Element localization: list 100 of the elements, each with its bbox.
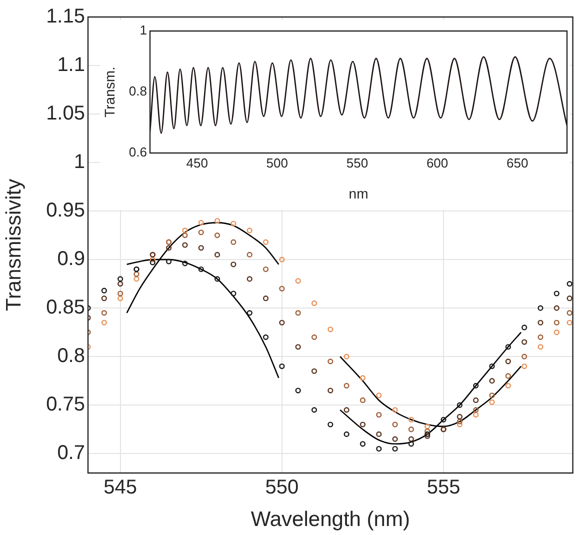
point (392, 407, 398, 413)
point (311, 334, 318, 340)
point (311, 368, 318, 374)
x-tick-label: 550 (346, 155, 368, 170)
point (538, 334, 544, 340)
point (246, 252, 252, 258)
x-axis-title: Wavelength (nm) (250, 508, 410, 532)
point (279, 286, 285, 292)
point (118, 296, 124, 302)
point (489, 392, 495, 398)
x-tick-label: 450 (186, 155, 208, 170)
point (182, 228, 188, 234)
point (456, 422, 462, 428)
point (408, 436, 414, 442)
y-tick-label: 0.6 (128, 144, 147, 160)
point (246, 228, 252, 234)
point (360, 397, 366, 404)
point (522, 354, 528, 360)
point (198, 245, 204, 251)
point (392, 422, 398, 428)
point (538, 305, 544, 311)
point (311, 407, 318, 413)
point (473, 397, 479, 404)
point (522, 363, 528, 370)
point (182, 260, 188, 266)
point (311, 300, 318, 306)
point (489, 399, 495, 405)
point (198, 266, 204, 272)
point (279, 256, 285, 262)
point (489, 378, 495, 384)
point (230, 220, 236, 226)
point (566, 310, 572, 316)
point (344, 354, 350, 360)
point (230, 239, 236, 245)
point (554, 320, 560, 326)
point (473, 382, 479, 388)
point (408, 416, 414, 422)
point (214, 218, 220, 224)
y-tick-label: 0.8 (57, 345, 85, 368)
point (134, 271, 140, 277)
point (214, 252, 220, 258)
y-tick-label: 1 (140, 22, 147, 38)
point (522, 339, 528, 345)
point (456, 418, 462, 424)
point (505, 344, 511, 350)
point (424, 428, 430, 434)
point (262, 296, 269, 302)
point (246, 276, 252, 282)
line-series (150, 56, 567, 134)
y-axis-title: Transm. (101, 66, 118, 118)
x-tick-label: 650 (506, 155, 528, 170)
y-tick-label: 0.75 (46, 394, 85, 416)
point (344, 382, 350, 388)
point (522, 324, 528, 330)
point (262, 239, 269, 245)
point (328, 422, 334, 428)
x-tick-label: 555 (426, 476, 460, 499)
point (505, 358, 511, 364)
point (150, 260, 156, 266)
point (554, 305, 560, 311)
point (538, 344, 544, 350)
y-tick-label: 0.9 (57, 248, 85, 270)
point (101, 310, 107, 316)
point (376, 412, 382, 418)
point (392, 436, 398, 442)
point (505, 382, 511, 388)
point (376, 431, 382, 437)
point (182, 232, 188, 238)
point (101, 288, 107, 294)
point (473, 407, 479, 413)
point (328, 326, 334, 332)
point (376, 446, 382, 452)
point (198, 220, 204, 226)
point (279, 320, 285, 326)
point (344, 431, 350, 437)
y-axis-title: Transmissivity (2, 178, 26, 312)
y-tick-label: 0.8 (128, 84, 147, 99)
y-tick-label: 1.1 (57, 54, 85, 76)
point (554, 290, 560, 296)
point (230, 290, 236, 296)
point (328, 388, 334, 394)
point (566, 281, 572, 287)
point (150, 256, 156, 262)
y-tick-label: 0.7 (57, 442, 85, 464)
x-tick-label: 600 (426, 155, 448, 170)
point (360, 441, 366, 447)
point (456, 402, 462, 408)
point (118, 290, 124, 296)
point (246, 310, 252, 316)
point (101, 296, 107, 302)
point (262, 266, 269, 272)
point (344, 407, 350, 413)
x-axis-title: nm (348, 185, 368, 202)
point (101, 320, 107, 326)
y-tick-label: 1.05 (46, 102, 85, 125)
point (566, 320, 572, 326)
point (440, 416, 446, 422)
point (118, 281, 124, 287)
point (182, 242, 188, 248)
point (505, 373, 511, 379)
